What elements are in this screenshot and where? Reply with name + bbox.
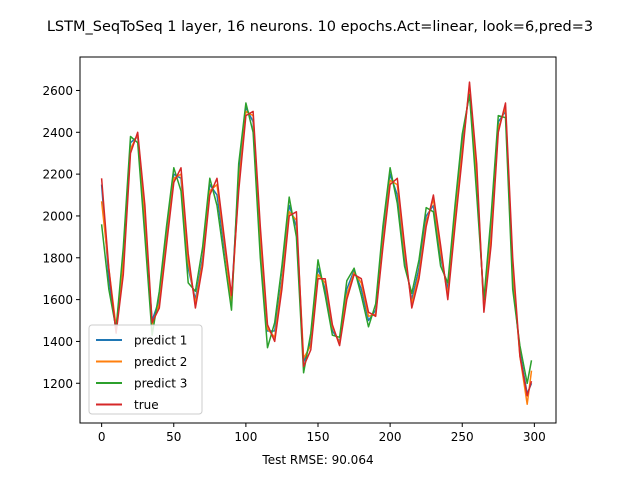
y-tick-label: 2400 xyxy=(42,126,73,140)
legend-label: true xyxy=(134,398,159,412)
x-axis-ticks: 0 50 100 150 200 250 300 xyxy=(98,423,546,444)
series-line-true xyxy=(100,81,533,397)
y-tick-label: 2600 xyxy=(42,84,73,98)
legend-label: predict 2 xyxy=(134,355,187,369)
plot-frame xyxy=(79,56,557,424)
y-axis-ticks: 1200 1400 1600 1800 2000 2200 2400 2600 xyxy=(42,84,80,391)
legend-label: predict 3 xyxy=(134,377,187,391)
legend-label: predict 1 xyxy=(134,334,187,348)
legend-box xyxy=(88,324,203,415)
series-layer xyxy=(100,81,533,405)
y-tick-label: 1200 xyxy=(42,377,73,391)
y-tick-label: 2000 xyxy=(42,209,73,223)
legend: predict 1 predict 2 predict 3 true xyxy=(88,324,203,415)
x-tick-label: 200 xyxy=(379,430,402,444)
x-tick-label: 50 xyxy=(166,430,181,444)
x-tick-label: 150 xyxy=(307,430,330,444)
x-tick-label: 250 xyxy=(451,430,474,444)
y-tick-label: 1800 xyxy=(42,251,73,265)
y-tick-label: 2200 xyxy=(42,168,73,182)
x-tick-label: 300 xyxy=(523,430,546,444)
y-tick-label: 1600 xyxy=(42,293,73,307)
series-line-predict-3 xyxy=(100,93,533,385)
chart-title: LSTM_SeqToSeq 1 layer, 16 neurons. 10 ep… xyxy=(47,19,593,35)
x-axis-label: Test RMSE: 90.064 xyxy=(261,453,373,467)
x-tick-label: 0 xyxy=(98,430,106,444)
series-line-predict-1 xyxy=(100,89,533,395)
x-tick-label: 100 xyxy=(234,430,257,444)
y-tick-label: 1400 xyxy=(42,335,73,349)
